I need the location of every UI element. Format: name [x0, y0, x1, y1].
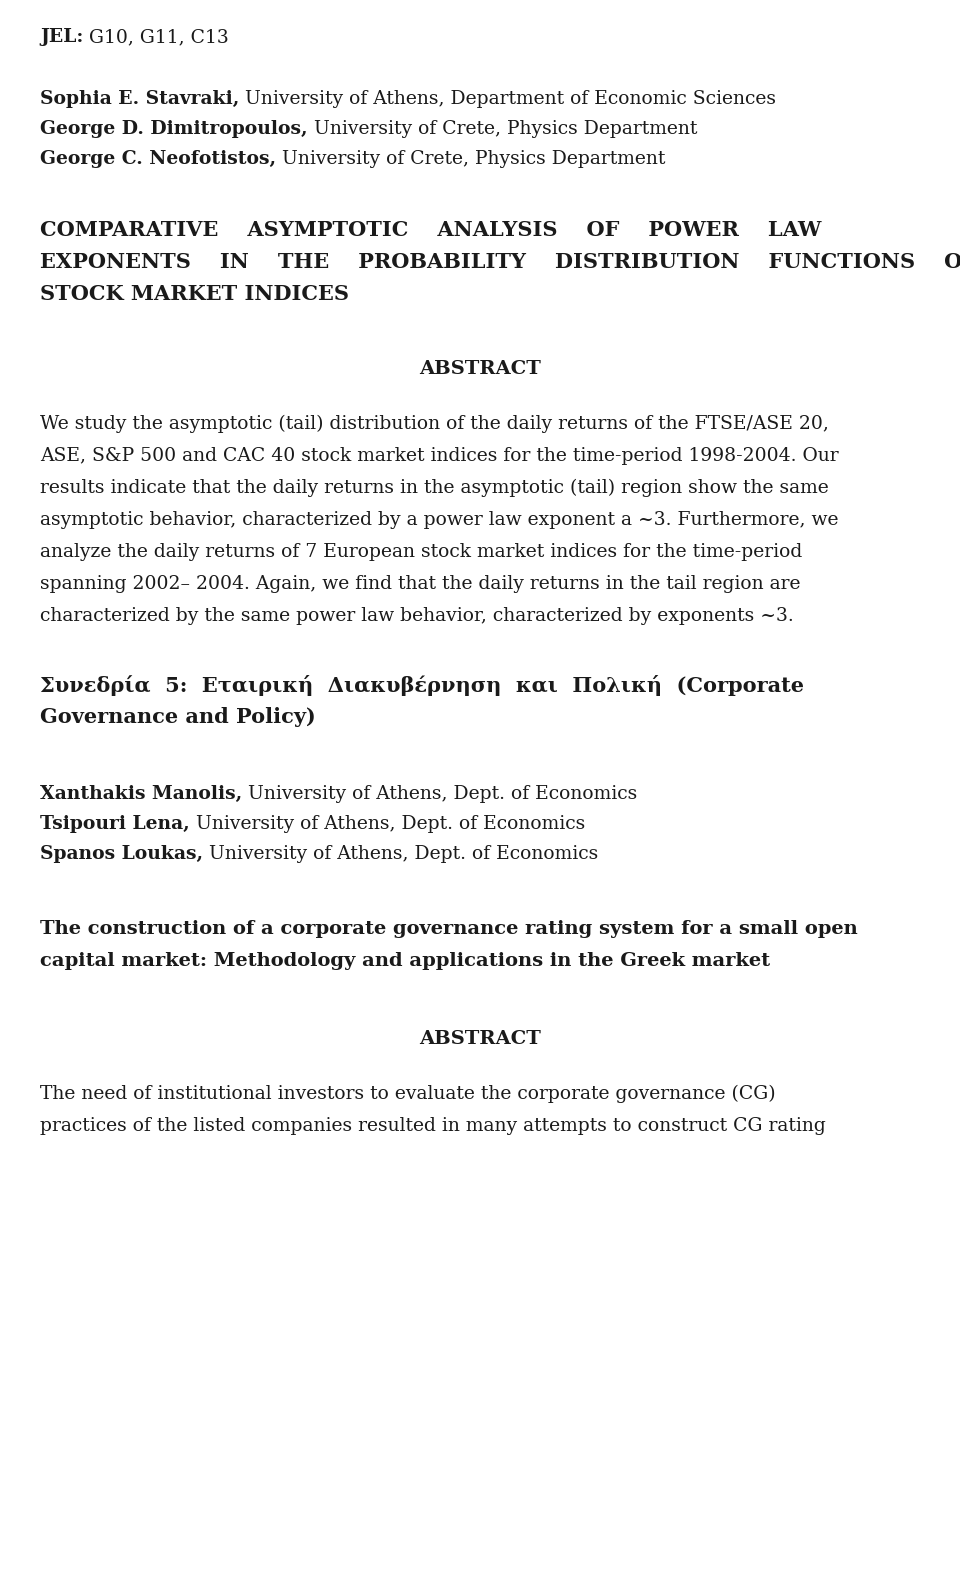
Text: asymptotic behavior, characterized by a power law exponent a ~3. Furthermore, we: asymptotic behavior, characterized by a … [40, 512, 838, 529]
Text: STOCK MARKET INDICES: STOCK MARKET INDICES [40, 284, 349, 304]
Text: Xanthakis Manolis,: Xanthakis Manolis, [40, 784, 242, 803]
Text: ASE, S&P 500 and CAC 40 stock market indices for the time-period 1998-2004. Our: ASE, S&P 500 and CAC 40 stock market ind… [40, 446, 839, 465]
Text: analyze the daily returns of 7 European stock market indices for the time-period: analyze the daily returns of 7 European … [40, 544, 803, 561]
Text: The need of institutional investors to evaluate the corporate governance (CG): The need of institutional investors to e… [40, 1086, 776, 1103]
Text: University of Athens, Department of Economic Sciences: University of Athens, Department of Econ… [239, 89, 777, 108]
Text: EXPONENTS    IN    THE    PROBABILITY    DISTRIBUTION    FUNCTIONS    OF: EXPONENTS IN THE PROBABILITY DISTRIBUTIO… [40, 252, 960, 273]
Text: Tsipouri Lena,: Tsipouri Lena, [40, 815, 190, 834]
Text: Συνεδρία  5:  Εταιρική  Διακυβέρνηση  και  Πολική  (Corporate: Συνεδρία 5: Εταιρική Διακυβέρνηση και Πο… [40, 674, 804, 697]
Text: COMPARATIVE    ASYMPTOTIC    ANALYSIS    OF    POWER    LAW: COMPARATIVE ASYMPTOTIC ANALYSIS OF POWER… [40, 220, 822, 241]
Text: George D. Dimitropoulos,: George D. Dimitropoulos, [40, 120, 307, 139]
Text: Spanos Loukas,: Spanos Loukas, [40, 845, 204, 862]
Text: JEL:: JEL: [40, 29, 84, 46]
Text: results indicate that the daily returns in the asymptotic (tail) region show the: results indicate that the daily returns … [40, 480, 828, 497]
Text: George C. Neofotistos,: George C. Neofotistos, [40, 150, 276, 167]
Text: spanning 2002– 2004. Again, we find that the daily returns in the tail region ar: spanning 2002– 2004. Again, we find that… [40, 575, 801, 593]
Text: practices of the listed companies resulted in many attempts to construct CG rati: practices of the listed companies result… [40, 1117, 826, 1135]
Text: ABSTRACT: ABSTRACT [420, 360, 540, 378]
Text: University of Athens, Dept. of Economics: University of Athens, Dept. of Economics [242, 784, 637, 803]
Text: University of Crete, Physics Department: University of Crete, Physics Department [307, 120, 697, 139]
Text: capital market: Methodology and applications in the Greek market: capital market: Methodology and applicat… [40, 952, 770, 971]
Text: Governance and Policy): Governance and Policy) [40, 708, 316, 727]
Text: We study the asymptotic (tail) distribution of the daily returns of the FTSE/ASE: We study the asymptotic (tail) distribut… [40, 414, 828, 434]
Text: G10, G11, C13: G10, G11, C13 [84, 29, 229, 46]
Text: ABSTRACT: ABSTRACT [420, 1030, 540, 1047]
Text: University of Crete, Physics Department: University of Crete, Physics Department [276, 150, 665, 167]
Text: University of Athens, Dept. of Economics: University of Athens, Dept. of Economics [204, 845, 598, 862]
Text: Sophia E. Stavraki,: Sophia E. Stavraki, [40, 89, 239, 108]
Text: characterized by the same power law behavior, characterized by exponents ~3.: characterized by the same power law beha… [40, 607, 794, 625]
Text: University of Athens, Dept. of Economics: University of Athens, Dept. of Economics [190, 815, 585, 834]
Text: The construction of a corporate governance rating system for a small open: The construction of a corporate governan… [40, 920, 857, 937]
